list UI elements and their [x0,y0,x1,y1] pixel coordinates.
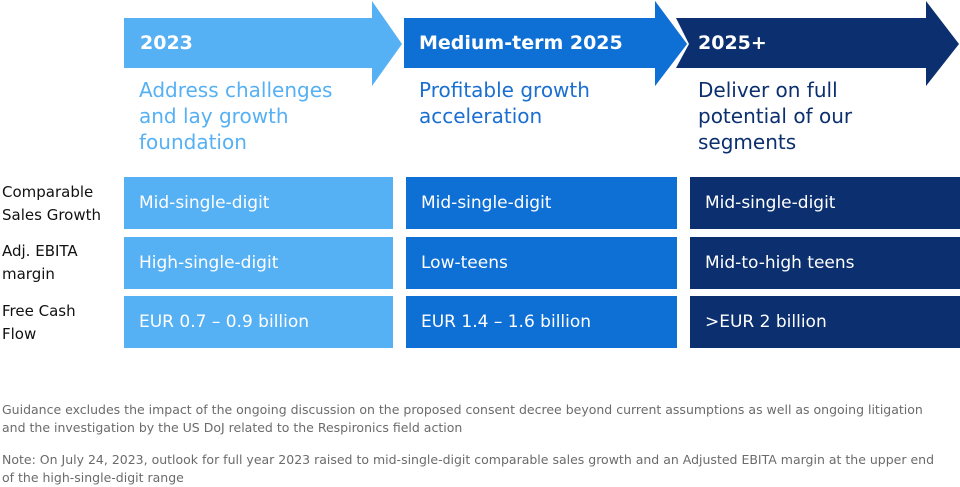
cell-2025-plus-free-cash-flow: >EUR 2 billion [690,296,960,348]
row-label-free-cash-flow: Free Cash Flow [2,302,76,343]
phase-label-medium-term-2025: Medium-term 2025 [419,32,623,54]
cell-2023-free-cash-flow: EUR 0.7 – 0.9 billion [124,296,393,348]
phase-description-medium-term-2025: Profitable growth acceleration [419,78,590,128]
phase-description-2023: Address challenges and lay growth founda… [139,78,333,154]
cell-2025-sales-growth: Mid-single-digit [406,177,677,229]
phase-arrows [124,1,959,86]
phase-description-2025-plus: Deliver on full potential of our segment… [698,78,853,154]
arrow-2025-plus [676,1,959,86]
arrow-medium-term-2025-head [655,1,687,86]
cell-2025-plus-sales-growth: Mid-single-digit [690,177,960,229]
row-label-comparable-sales-growth: Comparable Sales Growth [2,183,101,224]
cell-2025-free-cash-flow: EUR 1.4 – 1.6 billion [406,296,677,348]
cell-2023-sales-growth: Mid-single-digit [124,177,393,229]
row-label-adj-ebita-margin: Adj. EBITA margin [2,242,78,283]
cell-2023-ebita-margin: High-single-digit [124,237,393,289]
footnote-note: Note: On July 24, 2023, outlook for full… [2,452,935,485]
phase-label-2023: 2023 [140,32,193,54]
cell-2025-ebita-margin: Low-teens [406,237,677,289]
footnote-guidance: Guidance excludes the impact of the ongo… [2,402,923,435]
cell-2025-plus-ebita-margin: Mid-to-high teens [690,237,960,289]
phase-label-2025-plus: 2025+ [698,32,767,54]
arrow-medium-term-2025 [404,1,687,86]
arrow-2023 [124,1,402,86]
